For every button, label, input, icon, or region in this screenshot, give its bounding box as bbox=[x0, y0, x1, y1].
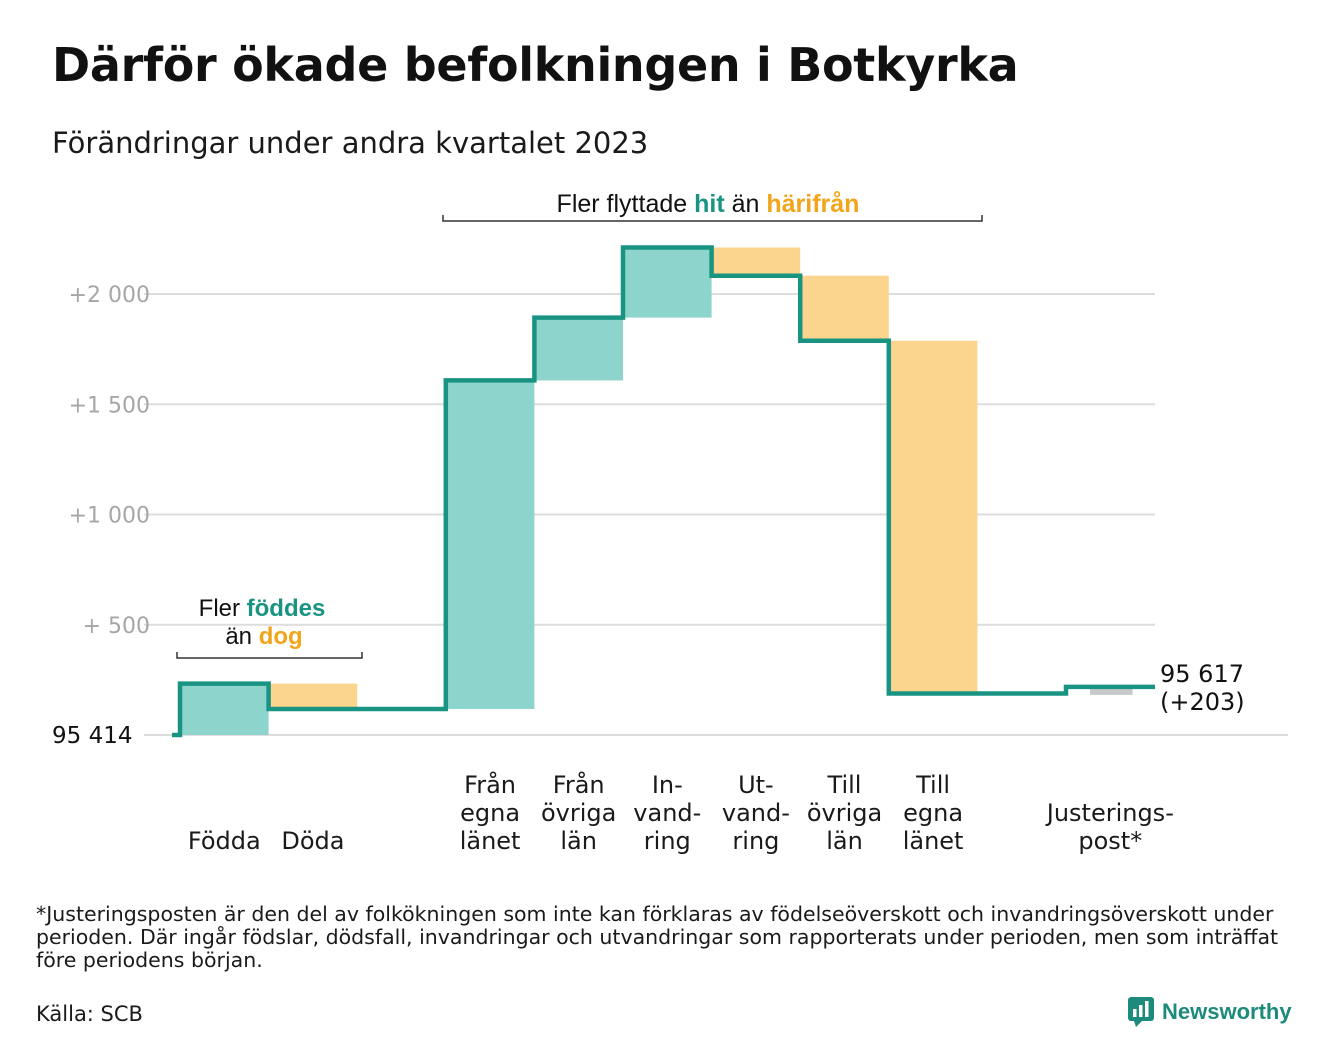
chart-title: Därför ökade befolkningen i Botkyrka bbox=[52, 38, 1019, 92]
category-label: Till övriga län bbox=[807, 771, 882, 855]
y-tick-label: + 500 bbox=[83, 614, 150, 639]
annotation-bracket-births bbox=[176, 652, 363, 659]
end-value-label: 95 617 bbox=[1160, 660, 1244, 688]
annotation-births-line2: än dog bbox=[225, 623, 302, 650]
start-value-label: 95 414 bbox=[52, 723, 132, 749]
category-label: Justerings-post* bbox=[1045, 799, 1174, 855]
category-label: Från egna länet bbox=[460, 770, 521, 855]
category-label: Döda bbox=[281, 827, 344, 855]
category-label: In-vand-ring bbox=[633, 771, 701, 855]
y-tick-label: +1 500 bbox=[69, 393, 150, 418]
annotation-migration: Fler flyttade hit än härifrån bbox=[557, 190, 860, 218]
y-tick-label: +1 000 bbox=[69, 504, 150, 529]
waterfall-bar bbox=[888, 340, 978, 694]
waterfall-bar bbox=[268, 683, 358, 709]
source-note: Källa: SCB bbox=[36, 1002, 143, 1026]
y-tick-label: +2 000 bbox=[69, 283, 150, 308]
category-label: Från övriga län bbox=[541, 770, 616, 855]
waterfall-bar bbox=[1090, 688, 1133, 695]
brand-name: Newsworthy bbox=[1162, 999, 1292, 1024]
footnote: *Justeringsposten är den del av folkökni… bbox=[36, 902, 1279, 972]
waterfall-bar bbox=[445, 380, 535, 709]
cumulative-step-line bbox=[172, 245, 1155, 738]
waterfall-bar bbox=[534, 317, 623, 381]
newsworthy-logo-icon bbox=[1128, 997, 1154, 1027]
category-label: Födda bbox=[188, 827, 261, 855]
annotation-births-line1: Fler föddes bbox=[199, 595, 326, 622]
waterfall-chart: +2 000 +1 500 +1 000 + 500 95 414 Födda Döda Fr… bbox=[52, 190, 1288, 855]
category-label: Ut-vand-ring bbox=[722, 771, 790, 855]
brand-logo: Newsworthy bbox=[1128, 996, 1292, 1028]
annotation-bracket-migration bbox=[442, 215, 983, 222]
waterfall-bar bbox=[623, 247, 712, 318]
waterfall-bar bbox=[800, 275, 889, 341]
waterfall-bar bbox=[180, 683, 269, 735]
end-value-label: (+203) bbox=[1160, 688, 1245, 716]
waterfall-bar bbox=[711, 247, 801, 276]
chart-subtitle: Förändringar under andra kvartalet 2023 bbox=[52, 126, 649, 160]
category-label: Till egna länet bbox=[903, 771, 964, 855]
